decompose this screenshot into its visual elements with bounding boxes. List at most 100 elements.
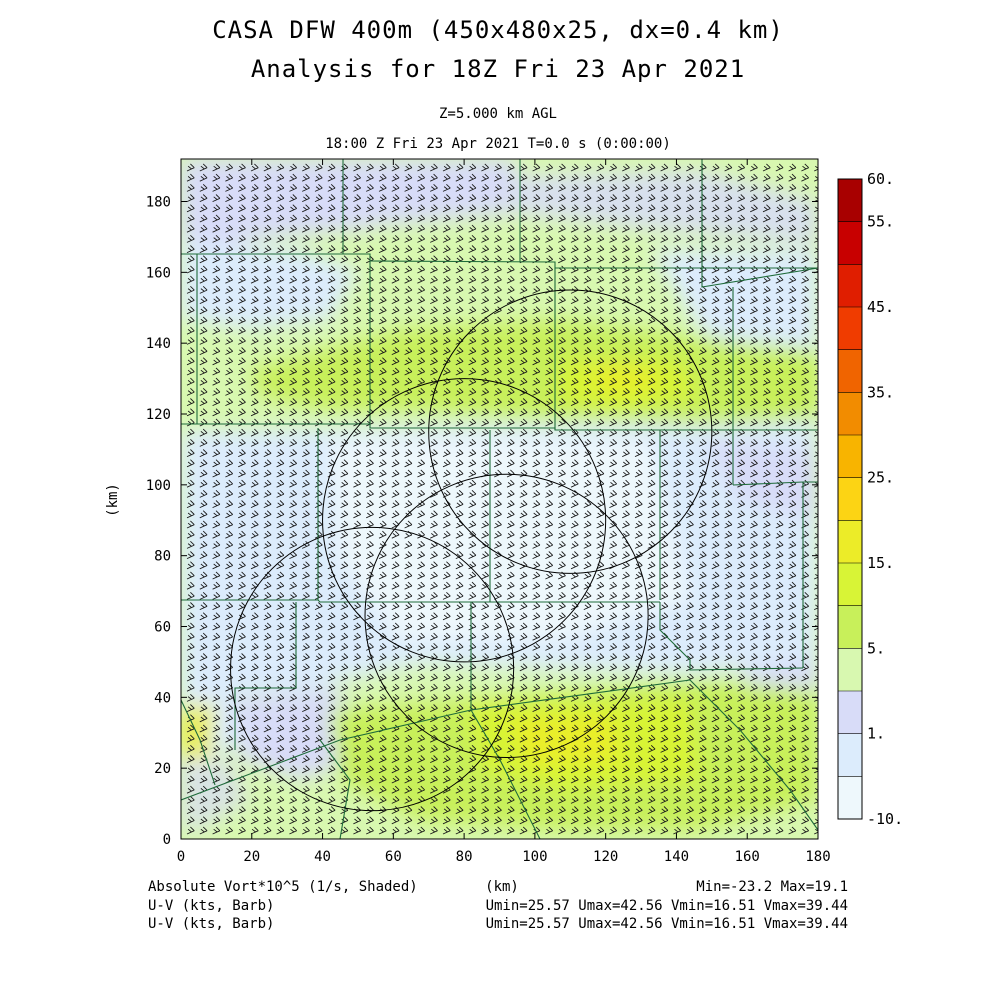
wind-barb [417,479,426,488]
wind-barb [378,816,387,825]
wind-barb [801,347,810,356]
wind-barb [532,234,541,243]
wind-barb [353,693,362,702]
wind-barb [506,265,515,274]
wind-barb [186,387,195,396]
wind-barb [788,561,797,570]
wind-barb [494,234,502,243]
wind-barb [775,795,784,804]
wind-barb [404,398,413,407]
wind-barb [199,377,208,386]
wind-barb [263,551,272,560]
wind-barb [494,510,502,519]
wind-barb [762,795,771,804]
wind-barb [366,540,374,549]
wind-barb [698,296,707,305]
wind-barb [417,438,426,447]
wind-barb [698,316,707,325]
wind-barb [673,306,682,315]
wind-barb [570,275,579,284]
wind-barb [468,367,477,376]
wind-barb [647,653,656,662]
wind-barb [481,296,490,305]
wind-barb [762,765,771,774]
wind-barb [532,540,541,549]
wind-barb [570,561,579,570]
wind-barb [801,255,810,264]
wind-barb [199,704,208,713]
wind-barb [801,408,810,417]
wind-barb [711,775,720,784]
wind-barb [302,469,310,478]
wind-barb [647,336,656,345]
wind-barb [558,377,566,386]
wind-barb [660,234,669,243]
wind-barb [711,673,720,682]
wind-barb [186,693,195,702]
wind-barb [468,194,477,203]
wind-barb [186,347,195,356]
wind-barb [442,775,451,784]
wind-barb [583,204,592,213]
wind-barb [506,428,515,437]
wind-barb [327,489,336,498]
wind-barb [609,347,618,356]
wind-barb [801,306,810,315]
wind-barb [724,683,733,692]
wind-barb [366,612,374,621]
wind-barb [532,622,541,631]
wind-barb [596,377,605,386]
wind-barb [302,255,310,264]
wind-barb [532,347,541,356]
wind-barb [430,632,438,641]
wind-barb [788,510,797,519]
wind-barb [762,704,771,713]
wind-barb [302,602,310,611]
wind-barb [391,285,400,294]
wind-barb [442,214,451,223]
wind-barb [212,214,221,223]
wind-barb [250,347,259,356]
wind-barb [378,642,387,651]
wind-barb [404,591,413,600]
wind-barb [647,602,656,611]
wind-barb [366,234,374,243]
wind-barb [660,275,669,284]
wind-barb [404,612,413,621]
wind-barb [366,530,374,539]
wind-barb [583,255,592,264]
wind-barb [494,816,502,825]
wind-barb [596,785,605,794]
wind-barb [186,744,195,753]
wind-barb [238,714,246,723]
colorbar-swatch [838,477,862,521]
wind-barb [519,632,528,641]
wind-barb [289,347,298,356]
wind-barb [276,336,285,345]
wind-barb [570,316,579,325]
wind-barb [532,785,541,794]
wind-barb [724,398,733,407]
wind-barb [570,744,579,753]
wind-barb [199,530,208,539]
wind-barb [775,755,784,764]
wind-barb [775,194,784,203]
colorbar-label: 5. [867,639,885,657]
wind-barb [750,255,758,264]
wind-barb [788,581,797,590]
wind-barb [186,591,195,600]
wind-barb [532,683,541,692]
wind-barb [570,224,579,233]
wind-barb [186,377,195,386]
wind-barb [686,632,694,641]
y-tick-label: 60 [154,620,171,636]
wind-barb [430,306,438,315]
wind-barb [673,663,682,672]
wind-barb [506,418,515,427]
wind-barb [481,194,490,203]
wind-barb [583,489,592,498]
wind-barb [788,245,797,254]
wind-barb [391,755,400,764]
wind-barb [673,194,682,203]
wind-barb [532,571,541,580]
